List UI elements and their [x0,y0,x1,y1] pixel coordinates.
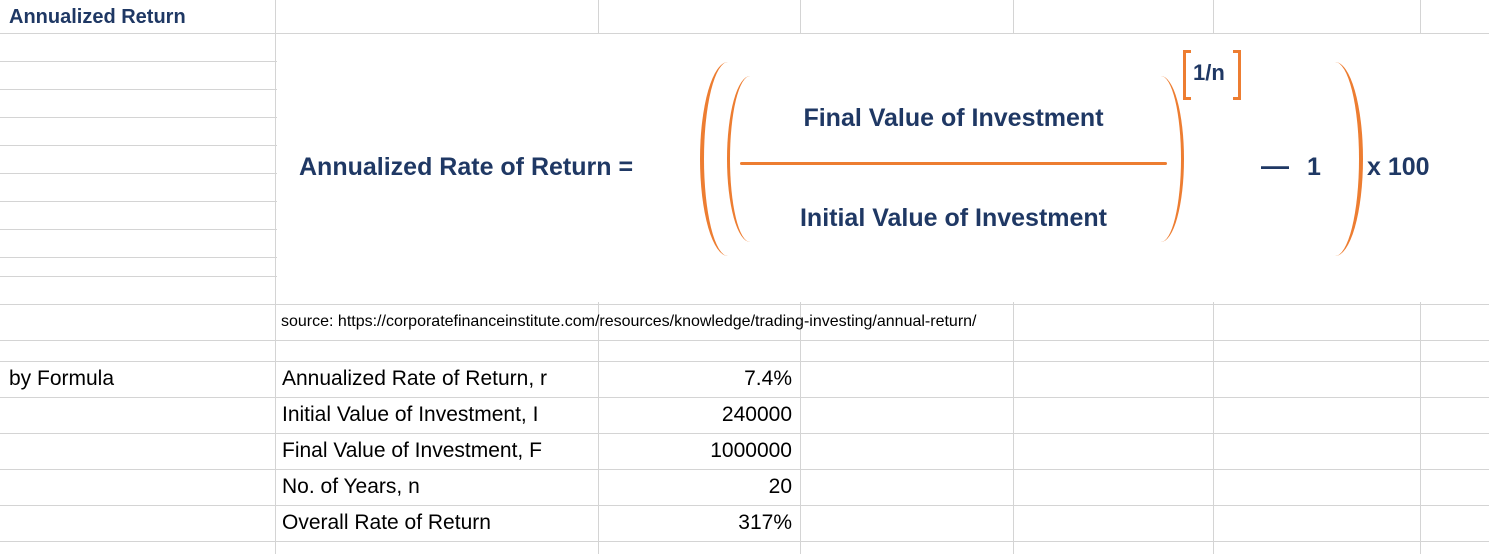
cell-title[interactable]: Annualized Return [9,6,186,29]
table-row-label[interactable]: Final Value of Investment, F [282,439,542,462]
title-text: Annualized Return [9,6,186,28]
formula-minus-sign: — [1261,150,1289,181]
formula-image[interactable]: Annualized Rate of Return = Final Value … [277,34,1489,302]
outer-right-paren-icon [1335,62,1363,256]
gridline-horizontal [0,541,1489,542]
exponent-left-bracket-icon [1183,50,1191,100]
table-row-label[interactable]: Initial Value of Investment, I [282,403,539,426]
inner-left-paren-icon [727,76,750,242]
formula-lhs: Annualized Rate of Return = [299,153,634,181]
gridline-horizontal [0,433,1489,434]
gridline-horizontal [0,469,1489,470]
gridline-horizontal [0,304,1489,305]
formula-one: 1 [1307,153,1321,181]
table-row-value[interactable]: 20 [768,475,792,498]
cell-source[interactable]: source: https://corporatefinanceinstitut… [281,313,976,331]
gridline-horizontal [0,361,1489,362]
section-label-text: by Formula [9,367,115,390]
formula-denominator: Initial Value of Investment [799,204,1108,232]
source-text: source: https://corporatefinanceinstitut… [281,313,977,330]
outer-left-paren-icon [700,62,728,256]
table-row-value[interactable]: 317% [738,511,792,534]
table-row-label[interactable]: Overall Rate of Return [282,511,491,534]
table-row-value[interactable]: 7.4% [744,367,792,390]
table-row-value[interactable]: 240000 [721,403,792,426]
cell-section-label[interactable]: by Formula [9,367,114,391]
gridline-horizontal [0,505,1489,506]
formula-multiplier: x 100 [1367,153,1430,181]
gridline-vertical [275,0,276,554]
inner-right-paren-icon [1161,76,1184,242]
table-row-label[interactable]: Annualized Rate of Return, r [282,367,547,390]
gridline-horizontal [0,340,1489,341]
formula-numerator: Final Value of Investment [803,104,1104,132]
gridline-horizontal [0,33,1489,34]
exponent-right-bracket-icon [1233,50,1241,100]
table-row-value[interactable]: 1000000 [710,439,792,462]
gridline-horizontal [0,397,1489,398]
table-row-label[interactable]: No. of Years, n [282,475,420,498]
fraction-bar [740,162,1167,165]
formula-exponent: 1/n [1193,60,1225,85]
